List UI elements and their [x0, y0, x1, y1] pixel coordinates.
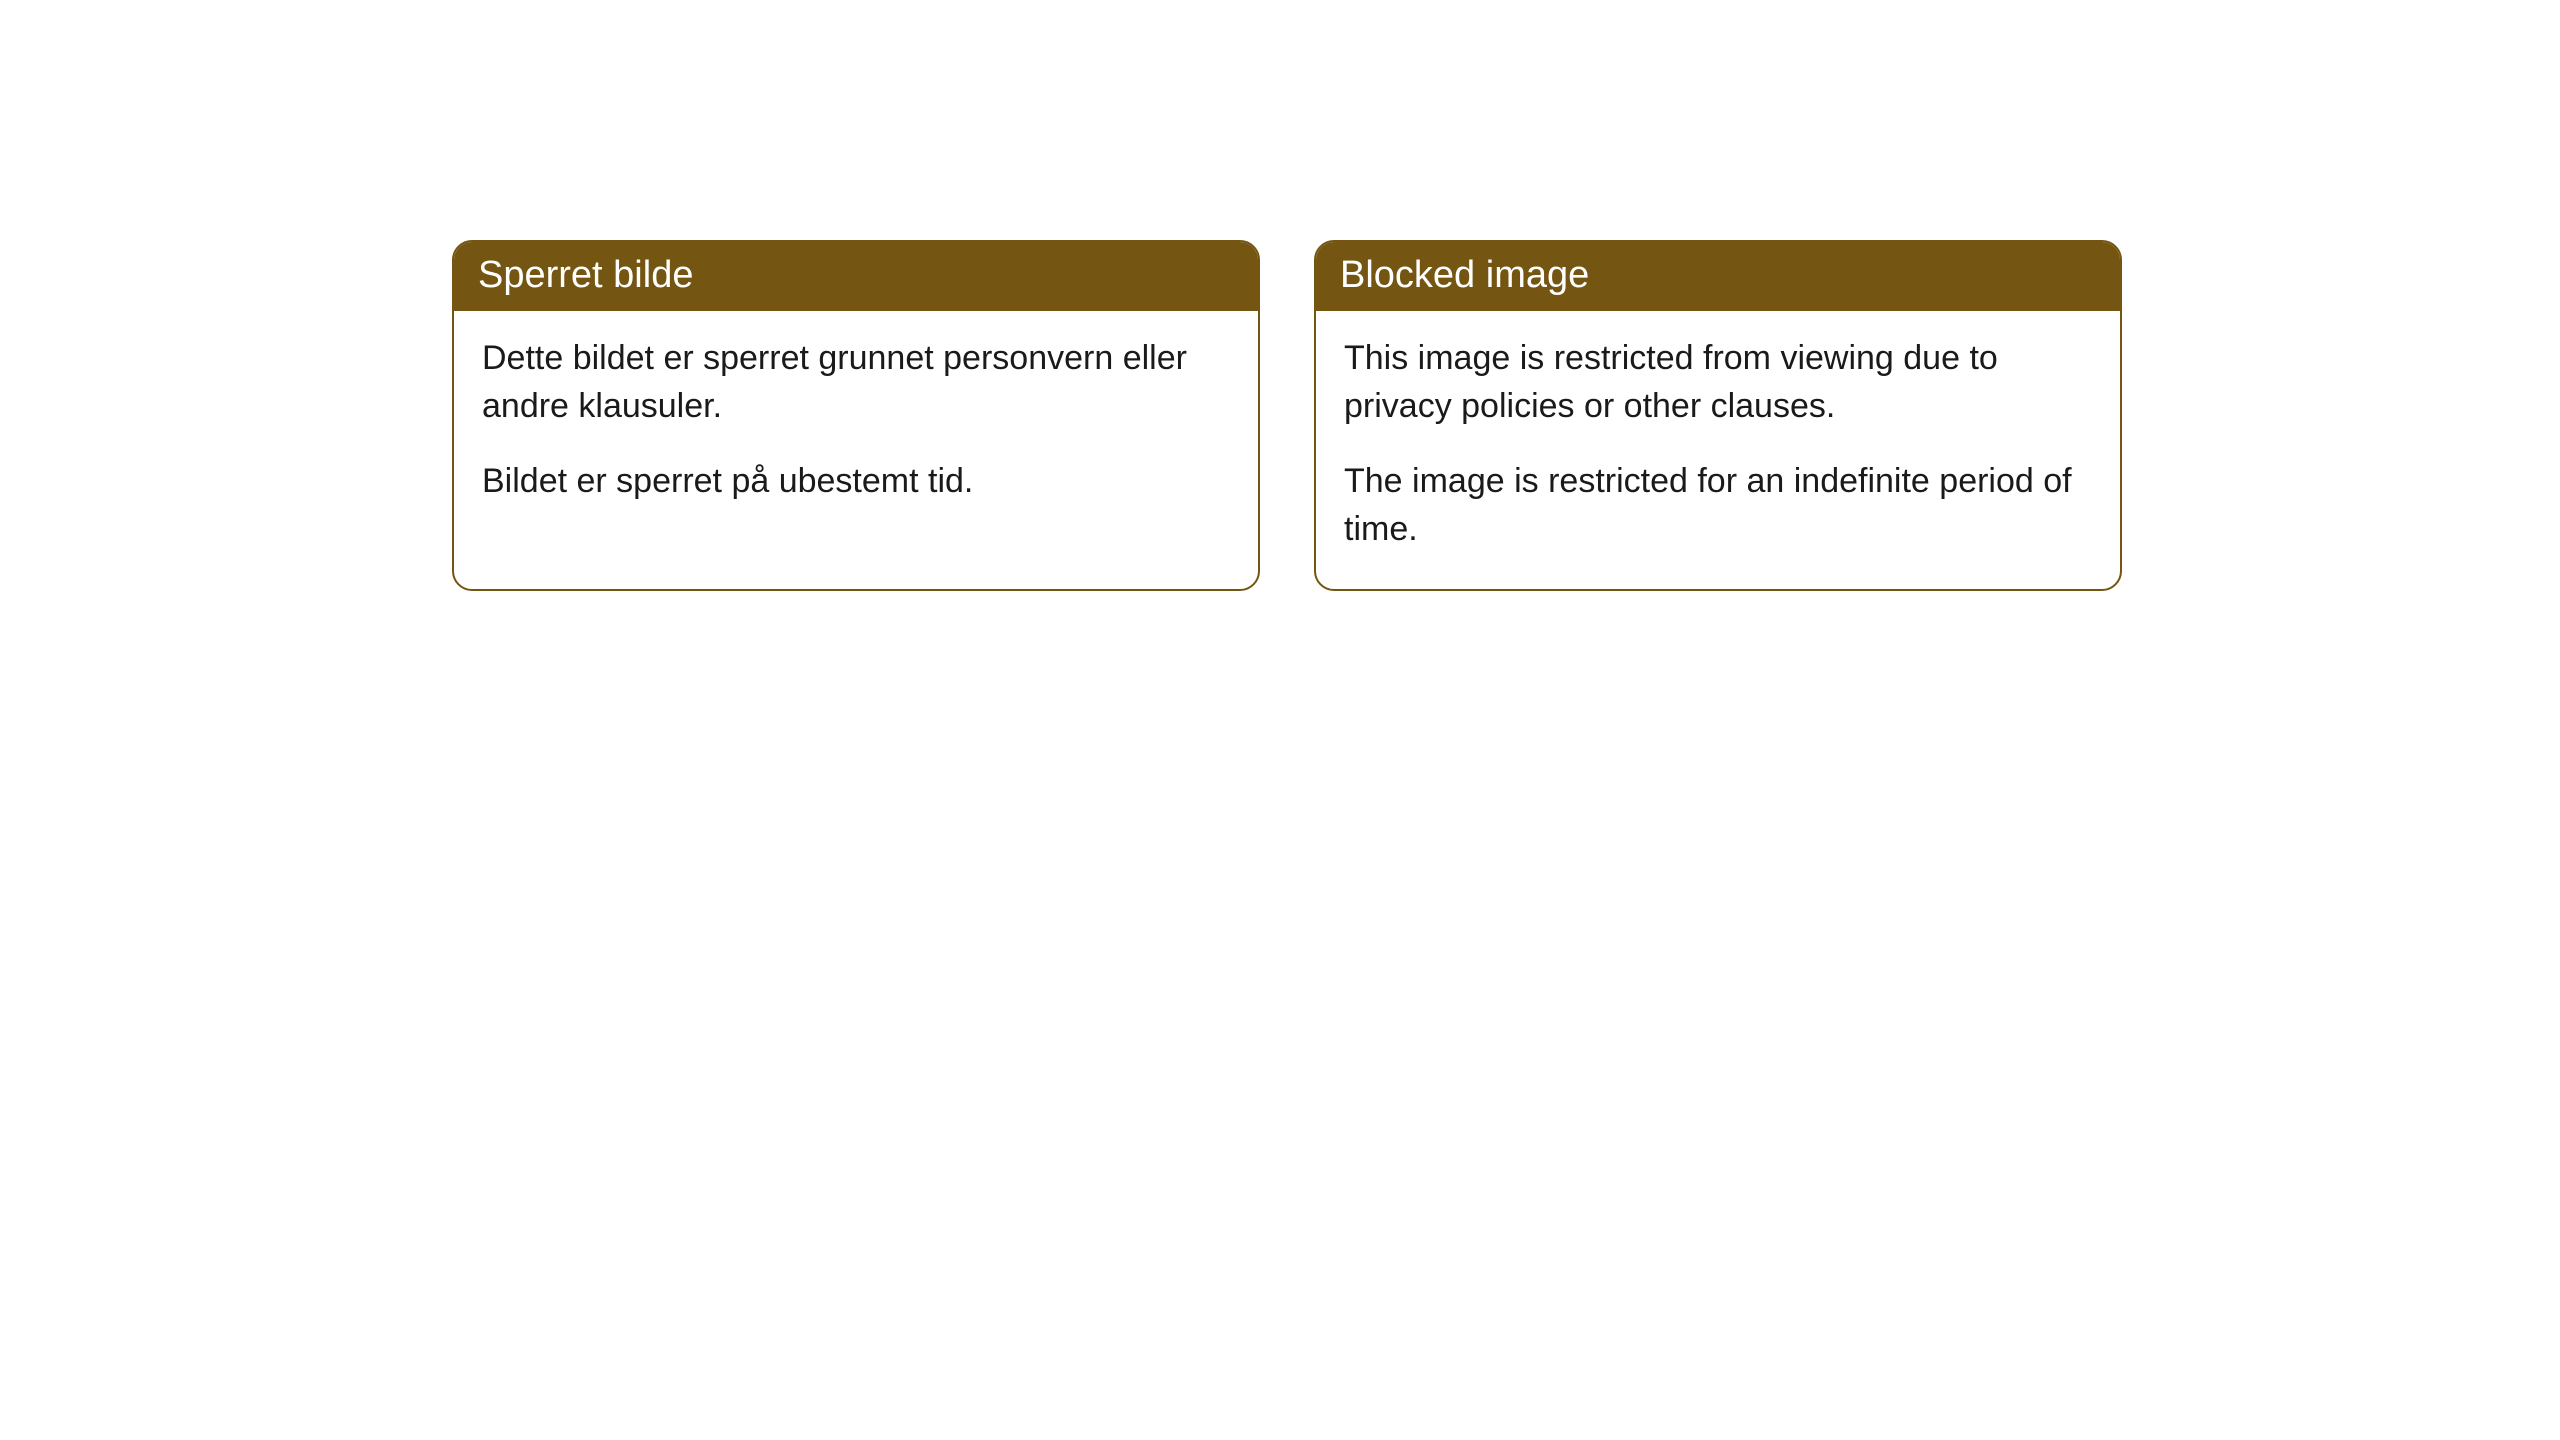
notice-cards-container: Sperret bilde Dette bildet er sperret gr…	[0, 0, 2560, 591]
card-paragraph: Dette bildet er sperret grunnet personve…	[482, 335, 1230, 430]
notice-card-english: Blocked image This image is restricted f…	[1314, 240, 2122, 591]
card-body: Dette bildet er sperret grunnet personve…	[454, 311, 1258, 542]
notice-card-norwegian: Sperret bilde Dette bildet er sperret gr…	[452, 240, 1260, 591]
card-paragraph: The image is restricted for an indefinit…	[1344, 458, 2092, 553]
card-title: Blocked image	[1340, 254, 1589, 296]
card-header: Sperret bilde	[454, 242, 1258, 311]
card-paragraph: Bildet er sperret på ubestemt tid.	[482, 458, 1230, 506]
card-header: Blocked image	[1316, 242, 2120, 311]
card-title: Sperret bilde	[478, 254, 693, 296]
card-body: This image is restricted from viewing du…	[1316, 311, 2120, 589]
card-paragraph: This image is restricted from viewing du…	[1344, 335, 2092, 430]
